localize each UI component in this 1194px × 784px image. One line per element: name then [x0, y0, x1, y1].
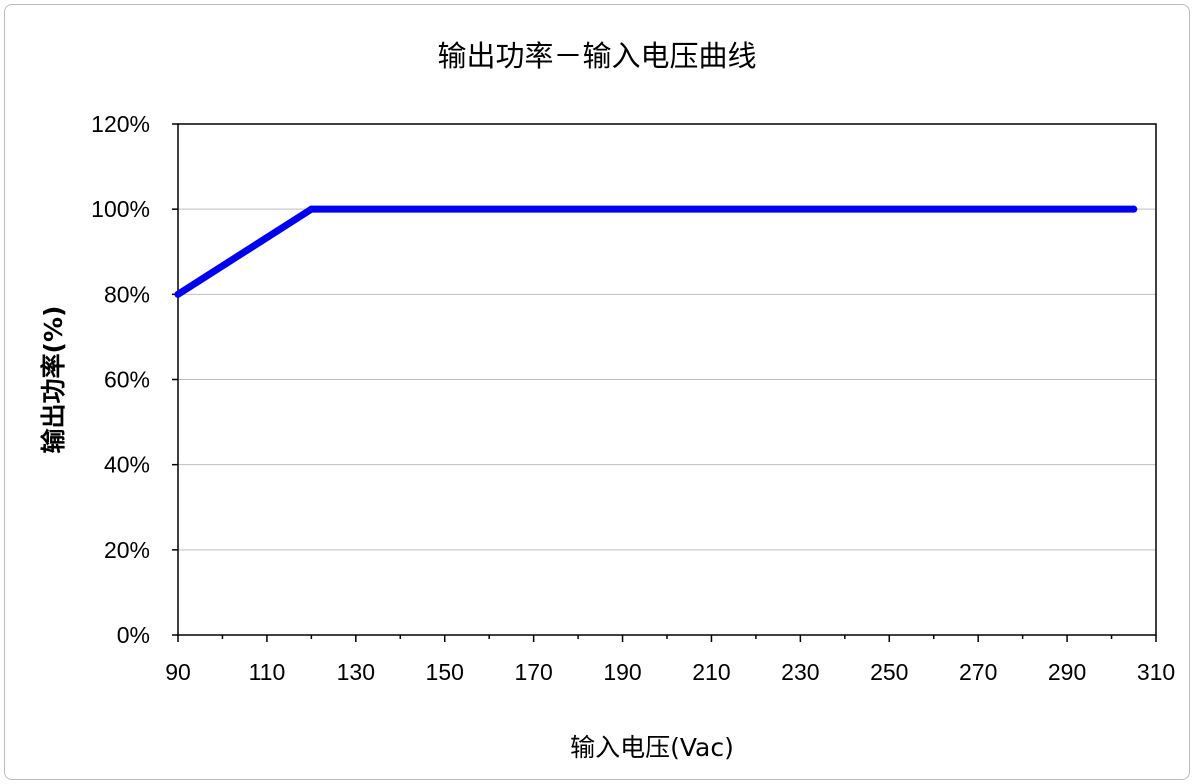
- data-point-0-1: [307, 205, 315, 213]
- y-tick-label: 80%: [104, 281, 150, 307]
- y-tick-label: 20%: [104, 537, 150, 563]
- grid-lines: [178, 208, 1156, 551]
- x-axis-label: 输入电压(Vac): [570, 733, 734, 762]
- plot-area-border: [177, 123, 1157, 636]
- y-tick-label: 60%: [104, 367, 150, 393]
- x-tick-label: 310: [1137, 659, 1175, 685]
- y-axis-label: 输出功率(%): [39, 306, 68, 454]
- x-tick-label: 290: [1048, 659, 1086, 685]
- y-tick-label: 100%: [91, 196, 150, 222]
- x-tick-label: 230: [781, 659, 819, 685]
- x-tick-label: 190: [603, 659, 641, 685]
- x-tick-label: 170: [514, 659, 552, 685]
- x-tick-label: 250: [870, 659, 908, 685]
- y-tick-label: 120%: [91, 111, 150, 137]
- tick-labels: 0% 20% 40% 60% 80% 100% 120% 90 110 130 150 170 190 2…: [91, 111, 1175, 685]
- data-point-0-2: [1130, 205, 1138, 213]
- y-tick-label: 40%: [104, 452, 150, 478]
- x-tick-label: 150: [426, 659, 464, 685]
- chart-frame: [4, 4, 1190, 780]
- series-line-0: [174, 205, 1138, 298]
- chart-title: 输出功率－输入电压曲线: [437, 39, 756, 73]
- y-tick-label: 0%: [117, 622, 150, 648]
- data-point-0-0: [174, 290, 182, 298]
- series-layer: [174, 205, 1138, 298]
- x-tick-label: 270: [959, 659, 997, 685]
- x-tick-label: 210: [692, 659, 730, 685]
- x-tick-label: 130: [337, 659, 375, 685]
- x-tick-label: 90: [165, 659, 191, 685]
- x-tick-label: 110: [249, 659, 286, 685]
- axes: [172, 123, 1157, 642]
